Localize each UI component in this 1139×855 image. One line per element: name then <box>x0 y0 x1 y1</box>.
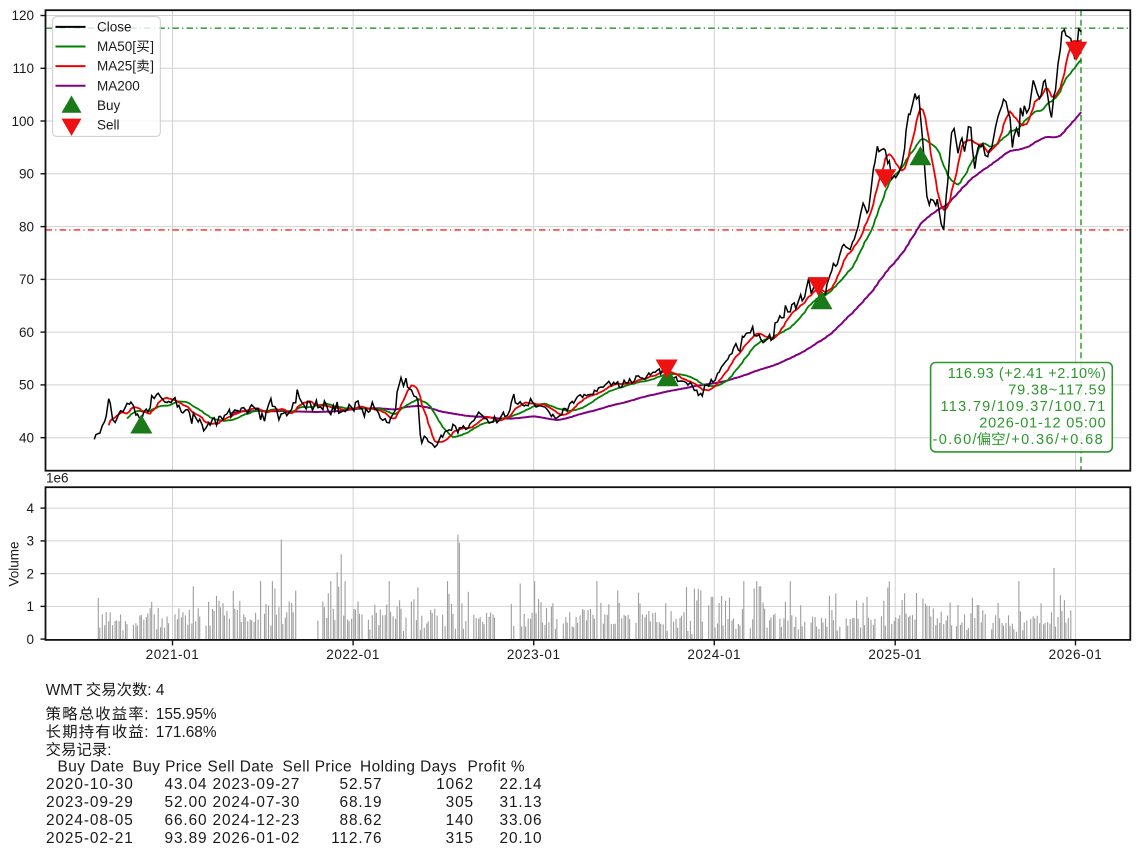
svg-text:116.93 (+2.41 +2.10%): 116.93 (+2.41 +2.10%) <box>948 366 1107 382</box>
svg-text:]: ] <box>150 59 154 74</box>
svg-text:52.57: 52.57 <box>339 776 382 793</box>
svg-text:2020-10-30: 2020-10-30 <box>46 776 134 793</box>
svg-text:79.38~117.59: 79.38~117.59 <box>1008 382 1106 398</box>
svg-text:66.60: 66.60 <box>164 812 207 829</box>
svg-text:2026-01-02: 2026-01-02 <box>213 830 301 847</box>
svg-text:140: 140 <box>446 812 474 829</box>
svg-text:2026-01-12 05:00: 2026-01-12 05:00 <box>979 416 1106 432</box>
svg-text:68.19: 68.19 <box>339 794 382 811</box>
svg-text:1: 1 <box>26 599 34 614</box>
svg-text:22.14: 22.14 <box>499 776 542 793</box>
svg-text:Buy Date: Buy Date <box>58 758 125 775</box>
svg-text:Sell Price: Sell Price <box>283 758 353 775</box>
svg-text:315: 315 <box>446 830 474 847</box>
svg-text:3: 3 <box>26 534 34 549</box>
svg-text:2021-01: 2021-01 <box>146 647 200 662</box>
svg-text:31.13: 31.13 <box>499 794 542 811</box>
svg-text:1062: 1062 <box>436 776 474 793</box>
svg-text:Volume: Volume <box>7 541 22 586</box>
svg-text:2024-01: 2024-01 <box>687 647 741 662</box>
svg-text:80: 80 <box>19 219 34 234</box>
svg-text:305: 305 <box>446 794 474 811</box>
svg-text:120: 120 <box>11 8 34 23</box>
svg-text:2023-01: 2023-01 <box>507 647 561 662</box>
svg-text:52.00: 52.00 <box>164 794 207 811</box>
svg-text:MA25[: MA25[ <box>97 59 136 74</box>
svg-text:93.89: 93.89 <box>164 830 207 847</box>
svg-text:171.68%: 171.68% <box>156 724 217 741</box>
svg-text:2024-08-05: 2024-08-05 <box>46 812 134 829</box>
svg-text:0: 0 <box>26 632 34 647</box>
svg-text:Sell Date: Sell Date <box>208 758 275 775</box>
svg-text:2025-01: 2025-01 <box>868 647 922 662</box>
svg-text:155.95%: 155.95% <box>156 706 217 723</box>
svg-text:112.76: 112.76 <box>331 830 382 847</box>
svg-text:: 4: : 4 <box>147 682 165 699</box>
svg-text:-0.60/: -0.60/ <box>933 432 978 448</box>
svg-text:1e6: 1e6 <box>46 471 69 486</box>
svg-text:]: ] <box>150 39 154 54</box>
svg-text:20.10: 20.10 <box>499 830 542 847</box>
svg-text:40: 40 <box>19 430 34 445</box>
svg-text:50: 50 <box>19 378 34 393</box>
svg-text:110: 110 <box>12 61 34 76</box>
svg-text:2024-12-23: 2024-12-23 <box>213 812 301 829</box>
svg-text:33.06: 33.06 <box>499 812 542 829</box>
svg-text:2: 2 <box>26 566 34 581</box>
svg-text:2026-01: 2026-01 <box>1049 647 1103 662</box>
svg-text:Holding Days: Holding Days <box>360 758 457 775</box>
svg-text:2024-07-30: 2024-07-30 <box>213 794 301 811</box>
svg-text:Buy: Buy <box>97 98 121 113</box>
svg-text:60: 60 <box>19 325 34 340</box>
svg-text:Buy Price: Buy Price <box>133 758 203 775</box>
svg-text:WMT: WMT <box>46 682 83 699</box>
svg-text:2023-09-29: 2023-09-29 <box>46 794 134 811</box>
svg-text:70: 70 <box>19 272 34 287</box>
svg-text:Close: Close <box>97 20 132 35</box>
svg-text:2025-02-21: 2025-02-21 <box>46 830 134 847</box>
svg-text:4: 4 <box>26 501 34 516</box>
svg-text:88.62: 88.62 <box>339 812 382 829</box>
svg-text:Sell: Sell <box>97 118 120 133</box>
svg-text:Profit %: Profit % <box>468 758 525 775</box>
svg-text:2022-01: 2022-01 <box>326 647 380 662</box>
svg-text::: : <box>107 742 111 759</box>
svg-text::: : <box>144 706 148 723</box>
svg-text:/+0.36/+0.68: /+0.36/+0.68 <box>1006 432 1104 448</box>
svg-text:MA200: MA200 <box>97 78 140 93</box>
svg-text:90: 90 <box>19 167 34 182</box>
svg-text:2023-09-27: 2023-09-27 <box>213 776 301 793</box>
svg-text:43.04: 43.04 <box>164 776 207 793</box>
svg-text:MA50[: MA50[ <box>97 39 136 54</box>
svg-text::: : <box>144 724 148 741</box>
svg-text:113.79/109.37/100.71: 113.79/109.37/100.71 <box>940 399 1106 415</box>
svg-text:100: 100 <box>11 114 34 129</box>
